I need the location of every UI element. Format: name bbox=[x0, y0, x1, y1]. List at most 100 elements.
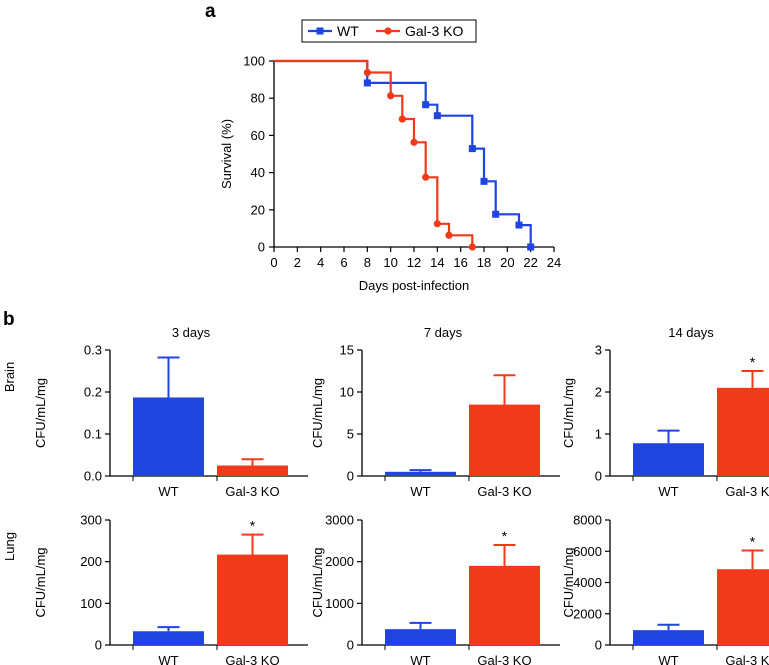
bar-wt bbox=[633, 443, 704, 476]
series-marker-0 bbox=[468, 145, 476, 153]
bar-gal3-ko bbox=[469, 565, 540, 645]
y-tick-label: 0 bbox=[258, 240, 265, 255]
bar-x-tick-label: WT bbox=[658, 484, 678, 499]
bar-y-tick-label: 3 bbox=[595, 343, 602, 358]
x-tick-label: 20 bbox=[500, 255, 514, 270]
series-marker-1 bbox=[398, 115, 406, 123]
bar-y-tick-label: 2 bbox=[595, 385, 602, 400]
bar-x-tick-label: WT bbox=[158, 484, 178, 499]
bar-y-tick-label: 8000 bbox=[573, 513, 602, 528]
bar-charts: 0.0 0.1 0.2 0.3 CFU/mL/mg Brain 3 days WT Gal-3 … bbox=[2, 325, 769, 665]
significance-marker: * bbox=[750, 533, 756, 549]
significance-marker: * bbox=[250, 518, 256, 534]
row-label: Brain bbox=[2, 362, 17, 392]
legend-marker bbox=[316, 27, 324, 35]
bar-y-tick-label: 1000 bbox=[325, 596, 354, 611]
bar-y-tick-label: 0.0 bbox=[84, 469, 102, 484]
bar-gal3-ko bbox=[717, 569, 769, 645]
x-tick-label: 8 bbox=[364, 255, 371, 270]
legend-label: WT bbox=[337, 23, 359, 39]
bar-x-tick-label: Gal-3 KO bbox=[477, 653, 531, 665]
bar-y-tick-label: 100 bbox=[80, 596, 102, 611]
x-tick-label: 2 bbox=[294, 255, 301, 270]
bar-wt bbox=[133, 397, 204, 476]
series-marker-0 bbox=[422, 101, 430, 109]
x-tick-label: 22 bbox=[523, 255, 537, 270]
series-marker-1 bbox=[433, 220, 441, 228]
significance-marker: * bbox=[502, 528, 508, 544]
x-tick-label: 16 bbox=[453, 255, 467, 270]
x-tick-label: 24 bbox=[547, 255, 561, 270]
bar-x-tick-label: WT bbox=[410, 653, 430, 665]
bar-y-tick-label: 0 bbox=[347, 638, 354, 653]
bar-x-tick-label: Gal-3 KO bbox=[725, 484, 769, 499]
bar-gal3-ko bbox=[717, 387, 769, 476]
series-marker-0 bbox=[527, 243, 535, 251]
bar-y-axis-title: CFU/mL/mg bbox=[33, 378, 48, 448]
bar-y-tick-label: 4000 bbox=[573, 575, 602, 590]
bar-wt bbox=[633, 630, 704, 645]
bar-x-tick-label: WT bbox=[658, 653, 678, 665]
bar-y-tick-label: 10 bbox=[340, 385, 354, 400]
series-marker-0 bbox=[433, 112, 441, 120]
series-marker-0 bbox=[492, 210, 500, 218]
bar-y-tick-label: 300 bbox=[80, 513, 102, 528]
bar-gal3-ko bbox=[469, 404, 540, 476]
bar-y-axis-title: CFU/mL/mg bbox=[561, 547, 576, 617]
bar-y-tick-label: 2000 bbox=[573, 606, 602, 621]
bar-wt bbox=[385, 629, 456, 645]
bar-y-tick-label: 1 bbox=[595, 427, 602, 442]
series-marker-1 bbox=[410, 138, 418, 146]
bar-gal3-ko bbox=[217, 465, 288, 476]
row-label: Lung bbox=[2, 532, 17, 561]
bar-y-tick-label: 0.3 bbox=[84, 343, 102, 358]
x-axis-title: Days post-infection bbox=[359, 278, 470, 293]
bar-x-tick-label: Gal-3 KO bbox=[477, 484, 531, 499]
bar-x-tick-label: Gal-3 KO bbox=[725, 653, 769, 665]
bar-y-axis-title: CFU/mL/mg bbox=[33, 547, 48, 617]
y-axis-title: Survival (%) bbox=[219, 119, 234, 189]
legend-marker bbox=[384, 27, 392, 35]
x-tick-label: 18 bbox=[477, 255, 491, 270]
y-tick-label: 80 bbox=[251, 91, 265, 106]
series-line-0 bbox=[274, 59, 532, 247]
bar-y-tick-label: 15 bbox=[340, 343, 354, 358]
panel-label-b: b bbox=[3, 309, 15, 330]
bar-y-axis-title: CFU/mL/mg bbox=[310, 378, 325, 448]
bar-y-tick-label: 200 bbox=[80, 554, 102, 569]
bar-x-tick-label: Gal-3 KO bbox=[225, 653, 279, 665]
series-line-1 bbox=[274, 59, 474, 247]
y-tick-label: 60 bbox=[251, 128, 265, 143]
x-tick-label: 10 bbox=[383, 255, 397, 270]
y-tick-label: 20 bbox=[251, 202, 265, 217]
bar-y-axis-title: CFU/mL/mg bbox=[310, 547, 325, 617]
bar-y-tick-label: 0 bbox=[595, 469, 602, 484]
panel-label-a: a bbox=[205, 1, 216, 22]
bar-y-tick-label: 0.1 bbox=[84, 427, 102, 442]
bar-y-axis-title: CFU/mL/mg bbox=[561, 378, 576, 448]
series-marker-1 bbox=[468, 243, 476, 251]
bar-x-tick-label: WT bbox=[410, 484, 430, 499]
bar-y-tick-label: 2000 bbox=[325, 554, 354, 569]
y-tick-label: 40 bbox=[251, 165, 265, 180]
series-marker-0 bbox=[480, 177, 488, 185]
series-marker-0 bbox=[363, 79, 371, 87]
bar-wt bbox=[385, 471, 456, 476]
bar-x-tick-label: Gal-3 KO bbox=[225, 484, 279, 499]
legend-label: Gal-3 KO bbox=[405, 23, 463, 39]
bar-wt bbox=[133, 631, 204, 645]
bar-chart-title: 3 days bbox=[172, 325, 211, 340]
x-tick-label: 4 bbox=[317, 255, 324, 270]
x-tick-label: 14 bbox=[430, 255, 444, 270]
series-marker-1 bbox=[445, 231, 453, 239]
series-marker-1 bbox=[422, 173, 430, 181]
significance-marker: * bbox=[750, 354, 756, 370]
bar-x-tick-label: WT bbox=[158, 653, 178, 665]
bar-chart-title: 14 days bbox=[668, 325, 714, 340]
bar-y-tick-label: 0 bbox=[347, 469, 354, 484]
series-marker-1 bbox=[387, 92, 395, 100]
bar-y-tick-label: 0 bbox=[595, 638, 602, 653]
series-marker-0 bbox=[515, 221, 523, 229]
x-tick-label: 0 bbox=[270, 255, 277, 270]
